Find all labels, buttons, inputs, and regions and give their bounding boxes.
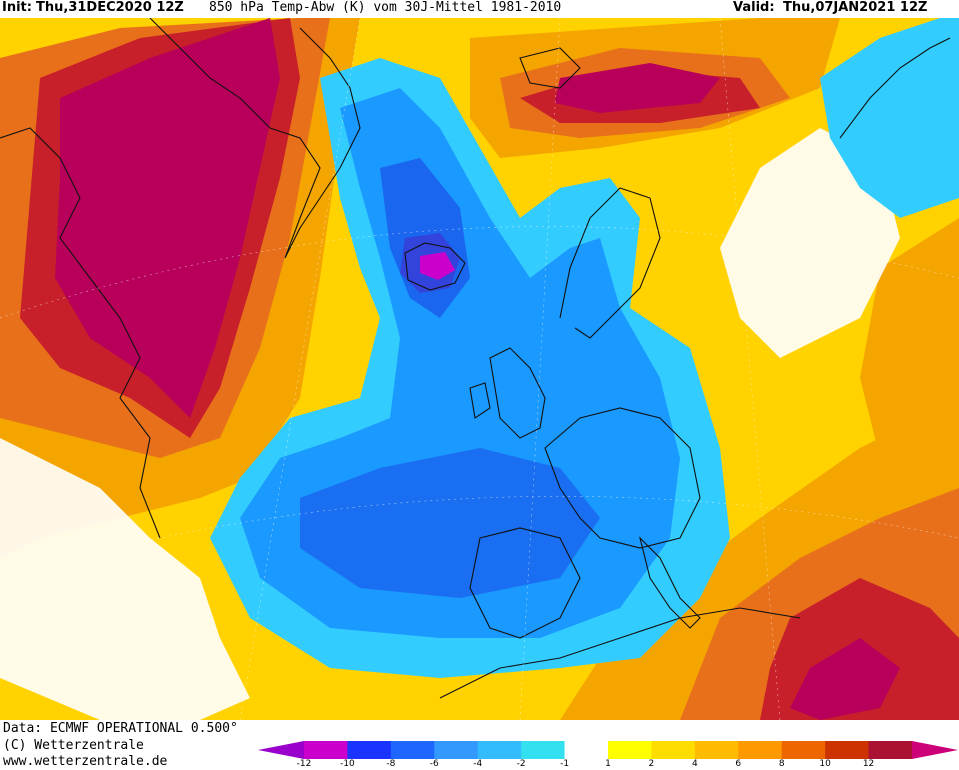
anomaly-deep-north [555,63,720,113]
colorbar-segment [781,741,826,759]
colorbar-segment [651,741,696,759]
coastlines [0,18,951,699]
colorbar-tick-label: 6 [735,759,742,769]
anomaly-amber-east [860,218,959,458]
website-url: www.wetterzentrale.de [3,754,168,769]
anomaly-deep-southeast [790,638,900,720]
colorbar-tick-label: 2 [648,759,655,769]
colorbar-segment [521,741,566,759]
colorbar-segment [434,741,479,759]
parameter-title: 850 hPa Temp-Abw (K) vom 30J-Mittel 1981… [209,0,562,15]
coastline-france-europe [544,407,701,549]
colorbar-segment [304,741,348,759]
map-canvas [0,18,959,720]
coastline-iceland [404,242,466,291]
colorbar-arrow-low [258,741,304,759]
colorbar-segment [694,741,739,759]
colorbar-tick-label: -2 [516,759,526,769]
coastline-greenland [149,18,361,259]
valid-time: Thu,07JAN2021 12Z [783,0,928,15]
colorbar-tick-label: 4 [691,759,698,769]
colorbar-tick-label: -12 [296,759,312,769]
colorbar-segment [564,741,609,759]
colorbar [258,741,958,759]
coastline-north-africa [439,607,801,699]
coastline-iberia [469,527,581,639]
colorbar-tick-label: -1 [560,759,570,769]
anomaly-cold-light-northeast [820,18,959,218]
colorbar-segment [825,741,870,759]
colorbar-segment [477,741,522,759]
valid-label: Valid: [733,0,775,15]
anomaly-iceland-warm-spot [420,252,455,280]
colorbar-tick-label: 10 [819,759,831,769]
coastline-british-isles [469,347,546,439]
init-label: Init: [2,0,32,15]
data-source: Data: ECMWF OPERATIONAL 0.500° [3,721,238,736]
colorbar-ticks: -12 -10 -8 -6 -4 -2 -1 1 2 4 6 8 10 12 [258,759,958,770]
coastline-scandinavia [559,187,661,339]
init-time: Thu,31DEC2020 12Z [36,0,184,15]
colorbar-segment [738,741,783,759]
coastline-canada [0,127,161,539]
graticule [0,18,959,720]
colorbar-tick-label: 1 [605,759,611,769]
anomaly-map [0,18,959,720]
colorbar-segment [868,741,913,759]
anomaly-cold-deep-south [300,448,600,598]
coastline-novaya-zemlya [839,37,951,139]
colorbar-tick-label: 8 [778,759,785,769]
coastline-italy [638,536,701,629]
colorbar-svg [258,741,958,759]
anomaly-neutral-west [0,438,250,720]
colorbar-tick-label: -6 [429,759,439,769]
anomaly-neutral-northeast [720,128,900,358]
colorbar-tick-label: -8 [386,759,396,769]
colorbar-segment [347,741,392,759]
colorbar-tick-label: -4 [473,759,483,769]
chart-header: Init: Thu,31DEC2020 12Z 850 hPa Temp-Abw… [0,0,959,18]
copyright: (C) Wetterzentrale [3,738,144,753]
colorbar-tick-label: 12 [862,759,875,769]
coastline-svalbard [519,47,581,89]
colorbar-tick-label: -10 [340,759,355,769]
colorbar-segment [608,741,652,759]
anomaly-deep-greenland [55,18,280,418]
colorbar-arrow-high [912,741,958,759]
colorbar-segment [390,741,435,759]
